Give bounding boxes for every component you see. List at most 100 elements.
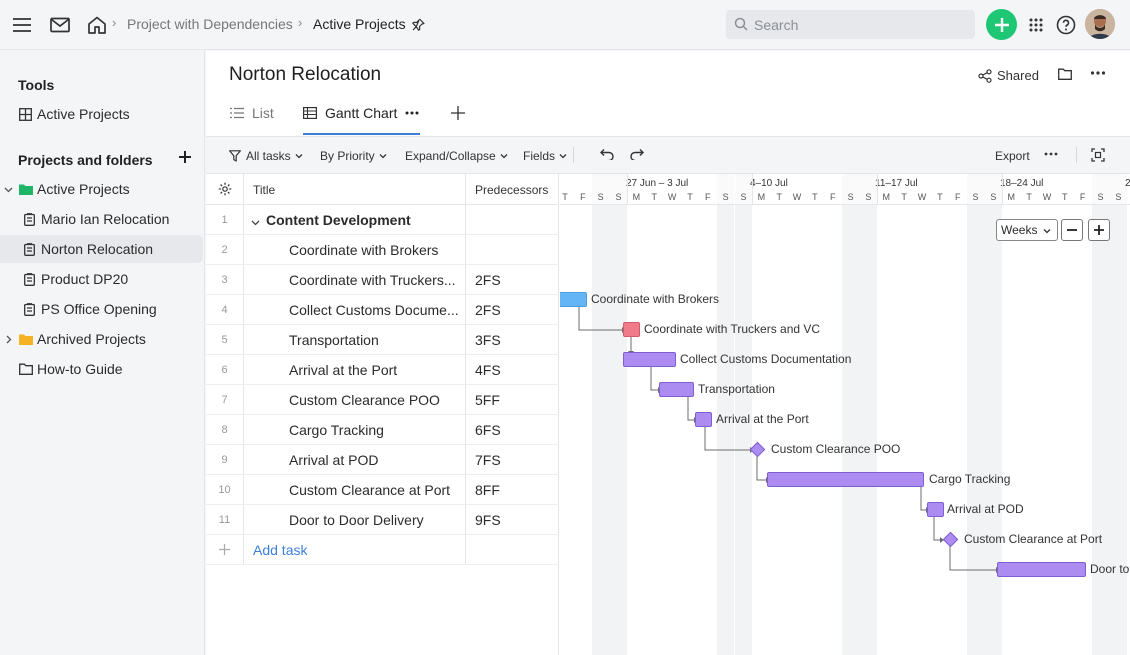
column-header-predecessors[interactable]: Predecessors [475, 183, 549, 197]
all-tasks-filter[interactable]: All tasks [229, 149, 303, 163]
chevron-right-icon[interactable] [4, 335, 13, 344]
bar-label: Coordinate with Brokers [591, 292, 720, 306]
table-row[interactable]: 3 Coordinate with Truckers... 2FS [206, 265, 559, 295]
day-label: S [990, 192, 997, 202]
tab-list[interactable]: List [230, 105, 274, 121]
day-label: M [632, 192, 641, 202]
fields-dropdown[interactable]: Fields [523, 149, 567, 163]
add-view-icon[interactable] [451, 106, 465, 123]
add-task-link[interactable]: Add task [253, 542, 308, 558]
sidebar-item-label: Active Projects [37, 181, 130, 197]
chevron-down-icon [379, 154, 387, 159]
task-bar[interactable] [623, 352, 676, 367]
sidebar-item-norton-relocation[interactable]: Norton Relocation [0, 235, 203, 263]
shared-button[interactable]: Shared [978, 68, 1039, 83]
task-bar[interactable] [560, 292, 587, 307]
redo-icon[interactable] [630, 148, 644, 160]
help-icon[interactable] [1054, 13, 1078, 37]
more-icon[interactable] [1090, 65, 1106, 81]
by-priority-dropdown[interactable]: By Priority [320, 149, 387, 163]
table-row[interactable]: 2 Coordinate with Brokers [206, 235, 559, 265]
sidebar-heading-tools: Tools [18, 77, 55, 93]
column-header-title[interactable]: Title [253, 183, 276, 197]
mail-icon[interactable] [48, 13, 72, 37]
sidebar-item-active-projects[interactable]: Active Projects [0, 175, 203, 203]
chevron-down-icon[interactable] [4, 185, 13, 194]
bar-label: Coordinate with Truckers and VC [644, 322, 821, 336]
shared-label: Shared [997, 68, 1039, 83]
bar-label: Custom Clearance at Port [964, 532, 1103, 546]
task-grid: Title Predecessors 1 Content Development… [206, 174, 559, 655]
dependency-arrow [687, 397, 694, 421]
table-row[interactable]: 10 Custom Clearance at Port 8FF [206, 475, 559, 505]
task-title: Arrival at POD [289, 452, 379, 468]
menu-icon[interactable] [10, 13, 34, 37]
task-bar[interactable] [997, 562, 1086, 577]
folder-outline-icon [19, 363, 33, 375]
day-label: S [615, 192, 622, 202]
chevron-down-icon[interactable] [251, 215, 260, 230]
dependency-arrow [949, 545, 996, 571]
apps-grid-icon[interactable] [1024, 13, 1048, 37]
chevron-down-icon [295, 154, 303, 159]
bar-label: Arrival at the Port [716, 412, 809, 426]
weekend-column [859, 174, 878, 655]
home-icon[interactable] [85, 13, 109, 37]
more-icon[interactable] [1044, 151, 1058, 157]
day-label: S [722, 192, 729, 202]
row-number: 7 [221, 394, 228, 406]
table-row[interactable]: 1 Content Development [206, 205, 559, 235]
task-predecessors: 3FS [475, 332, 501, 348]
table-row[interactable]: 8 Cargo Tracking 6FS [206, 415, 559, 445]
zoom-select[interactable]: Weeks [996, 219, 1058, 241]
expand-collapse-dropdown[interactable]: Expand/Collapse [405, 149, 508, 163]
sidebar-item-label: How-to Guide [37, 361, 123, 377]
table-row[interactable]: 9 Arrival at POD 7FS [206, 445, 559, 475]
settings-icon[interactable] [218, 182, 232, 199]
fullscreen-icon[interactable] [1091, 148, 1105, 162]
avatar[interactable] [1085, 9, 1115, 39]
task-predecessors: 9FS [475, 512, 501, 528]
breadcrumb-parent[interactable]: Project with Dependencies [127, 16, 293, 32]
week-label: 4–10 Jul [750, 178, 788, 189]
week-separator [877, 174, 879, 205]
search-input[interactable]: Search [726, 10, 975, 39]
zoom-in-button[interactable] [1088, 219, 1110, 241]
task-bar[interactable] [695, 412, 712, 427]
folder-icon[interactable] [1058, 68, 1072, 80]
undo-icon[interactable] [600, 148, 614, 160]
add-project-icon[interactable] [178, 150, 192, 167]
task-bar[interactable] [927, 502, 944, 517]
table-row[interactable]: 6 Arrival at the Port 4FS [206, 355, 559, 385]
sidebar-item-active-projects-tool[interactable]: Active Projects [0, 100, 203, 128]
task-bar[interactable] [767, 472, 924, 487]
zoom-out-button[interactable] [1061, 219, 1083, 241]
sidebar-item-mario-ian-relocation[interactable]: Mario Ian Relocation [0, 205, 203, 233]
day-label: T [937, 192, 943, 202]
chevron-down-icon [559, 154, 567, 159]
create-button[interactable] [986, 9, 1017, 40]
breadcrumb-current[interactable]: Active Projects [313, 16, 406, 32]
table-row[interactable]: 7 Custom Clearance POO 5FF [206, 385, 559, 415]
pin-icon[interactable] [406, 13, 430, 37]
sidebar-item-archived-projects[interactable]: Archived Projects [0, 325, 203, 353]
task-title: Transportation [289, 332, 379, 348]
sidebar-item-how-to-guide[interactable]: How-to Guide [0, 355, 203, 383]
more-icon[interactable] [405, 110, 419, 116]
gantt-timeline: 27 Jun – 3 Jul 4–10 Jul 11–17 Jul 18–24 … [560, 174, 1130, 655]
task-bar[interactable] [623, 322, 640, 337]
table-row[interactable]: 4 Collect Customs Docume... 2FS [206, 295, 559, 325]
export-button[interactable]: Export [995, 149, 1030, 163]
sidebar-item-product-dp20[interactable]: Product DP20 [0, 265, 203, 293]
sidebar-item-ps-office-opening[interactable]: PS Office Opening [0, 295, 203, 323]
weekend-column [1091, 174, 1110, 655]
tab-label: List [252, 105, 274, 121]
table-row[interactable]: 11 Door to Door Delivery 9FS [206, 505, 559, 535]
tab-gantt-chart[interactable]: Gantt Chart [303, 105, 419, 121]
table-row[interactable]: 5 Transportation 3FS [206, 325, 559, 355]
day-label: W [792, 192, 802, 202]
task-bar[interactable] [659, 382, 694, 397]
day-label: T [901, 192, 907, 202]
day-label: F [830, 192, 836, 202]
add-task-row[interactable]: Add task [206, 535, 559, 565]
